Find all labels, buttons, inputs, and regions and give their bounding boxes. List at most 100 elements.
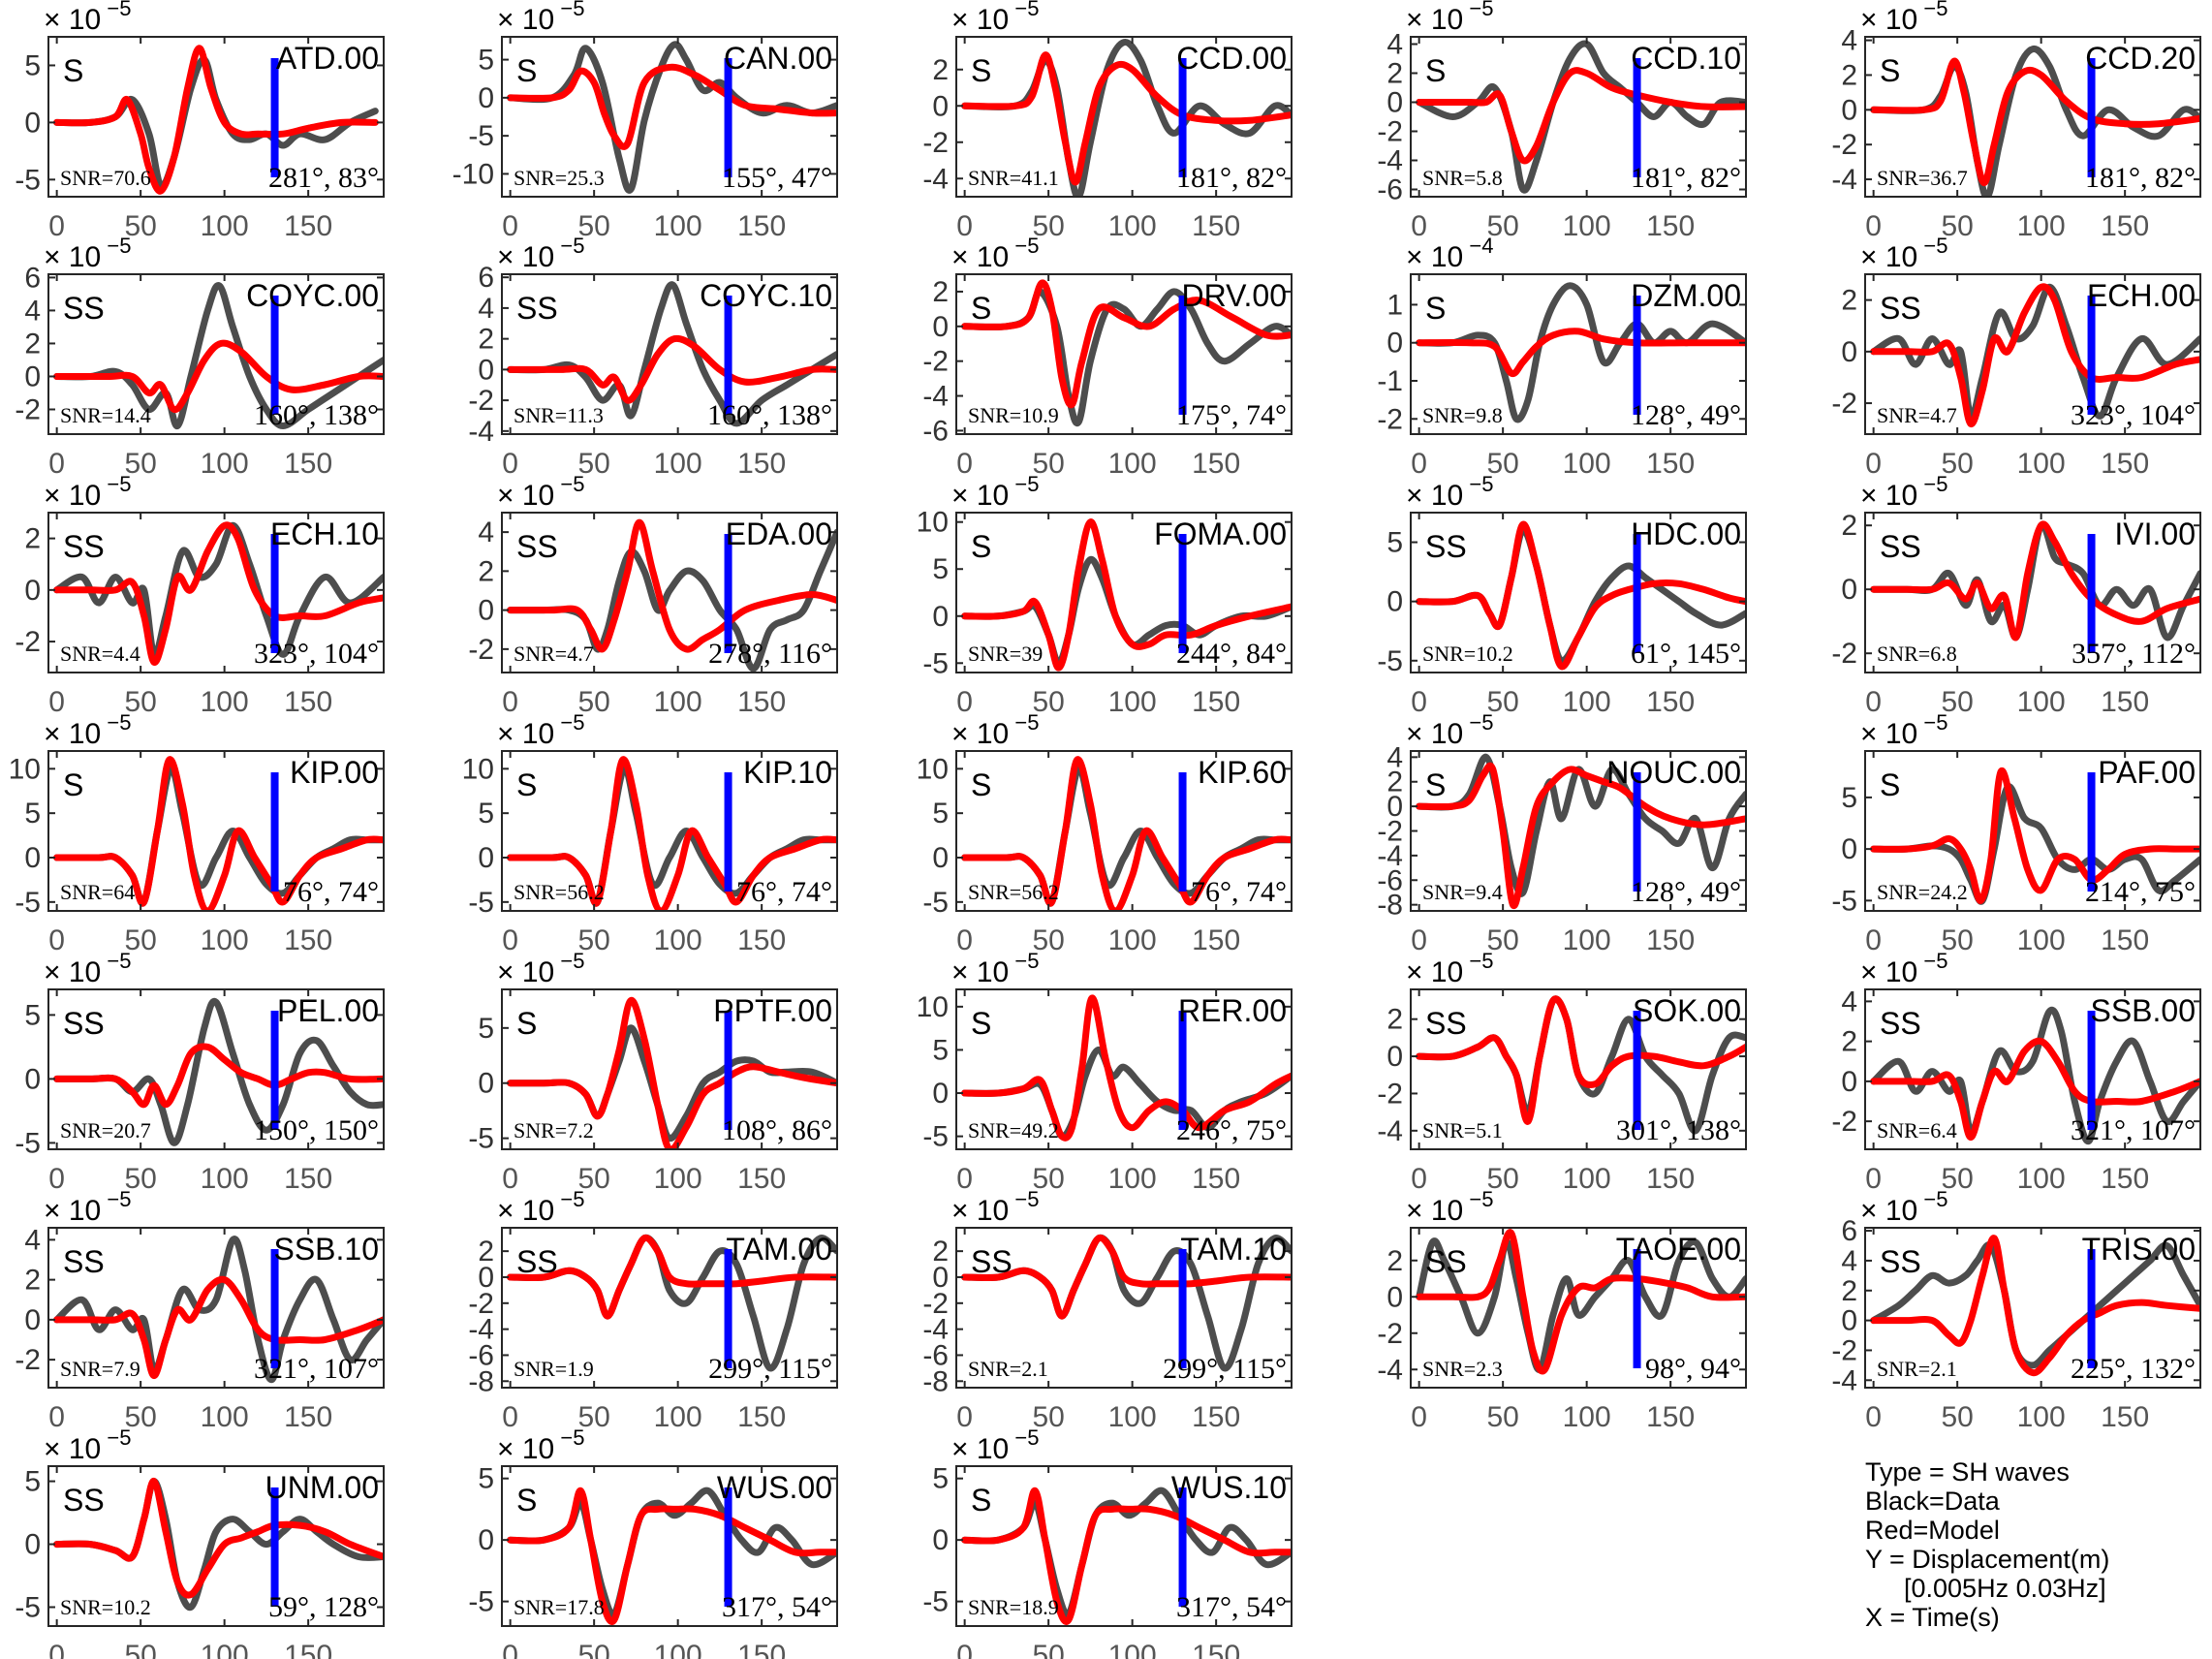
model-trace xyxy=(1870,1037,2200,1142)
y-exponent-power: −5 xyxy=(101,710,131,735)
y-exponent-power: −5 xyxy=(554,0,584,20)
x-tick-label: 50 xyxy=(1032,1401,1064,1433)
model-trace xyxy=(1870,520,2200,642)
y-tick-label: -8 xyxy=(468,1365,494,1397)
y-tick-label: 5 xyxy=(1841,782,1857,814)
x-tick-label: 150 xyxy=(1192,1401,1240,1433)
x-tick-label: 50 xyxy=(1032,924,1064,956)
y-tick-label: -5 xyxy=(922,647,949,679)
angles-label: 128°, 49° xyxy=(1631,876,1741,908)
station-label: KIP.10 xyxy=(743,755,832,790)
snr-label: SNR=24.2 xyxy=(1877,880,1968,904)
angles-label: 181°, 82° xyxy=(1176,162,1287,194)
y-tick-label: 0 xyxy=(478,842,494,874)
y-tick-label: 0 xyxy=(1841,833,1857,865)
y-tick-label: 10 xyxy=(9,753,41,785)
y-tick-label: 2 xyxy=(932,54,949,86)
y-tick-label: 2 xyxy=(1841,285,1857,317)
phase-label: S xyxy=(971,529,991,564)
station-label: PAF.00 xyxy=(2098,755,2196,790)
axes-frame xyxy=(955,36,1293,198)
y-tick-label: 5 xyxy=(932,1463,949,1495)
y-tick-label: 0 xyxy=(24,107,41,139)
y-tick-label: 2 xyxy=(24,1265,41,1297)
y-exponent-power: −5 xyxy=(1917,472,1947,496)
model-trace xyxy=(507,518,837,653)
x-tick-label: 50 xyxy=(124,1640,156,1659)
x-tick-label: 150 xyxy=(1646,686,1695,718)
x-tick-label: 100 xyxy=(201,448,249,480)
y-exponent-power: −5 xyxy=(1009,710,1039,735)
y-tick-label: -5 xyxy=(15,164,41,196)
y-tick-label: 2 xyxy=(1841,1275,1857,1307)
station-label: ECH.00 xyxy=(2087,278,2196,313)
y-tick-label: -4 xyxy=(1377,1115,1403,1147)
snr-label: SNR=2.1 xyxy=(968,1357,1048,1381)
phase-label: SS xyxy=(516,529,558,564)
x-tick-label: 100 xyxy=(2017,686,2066,718)
y-tick-label: -1 xyxy=(1377,365,1403,397)
model-trace xyxy=(53,756,384,911)
station-label: EDA.00 xyxy=(726,516,832,551)
axes-frame xyxy=(955,988,1293,1150)
x-tick-label: 150 xyxy=(2101,210,2149,242)
y-tick-label: -5 xyxy=(15,887,41,919)
x-tick-label: 100 xyxy=(1563,1163,1611,1195)
x-tick-label: 50 xyxy=(577,210,609,242)
x-tick-label: 100 xyxy=(2017,448,2066,480)
legend-line: Red=Model xyxy=(1865,1516,2000,1545)
model-trace xyxy=(507,1234,837,1320)
y-tick-label: 0 xyxy=(478,1524,494,1556)
y-exponent-power: −5 xyxy=(101,234,131,258)
x-tick-label: 0 xyxy=(48,1640,65,1659)
y-tick-label: 0 xyxy=(1841,1066,1857,1098)
y-tick-label: 0 xyxy=(478,354,494,386)
y-tick-label: 0 xyxy=(478,82,494,114)
axes-frame xyxy=(1864,36,2201,198)
x-tick-label: 50 xyxy=(577,1640,609,1659)
phase-label: SS xyxy=(1880,529,1921,564)
station-label: DRV.00 xyxy=(1181,278,1287,313)
x-tick-label: 150 xyxy=(2101,686,2149,718)
y-tick-label: -6 xyxy=(1377,864,1403,896)
y-tick-label: 2 xyxy=(1841,1026,1857,1058)
angles-label: 317°, 54° xyxy=(722,1591,832,1623)
y-exponent-power: −5 xyxy=(101,1425,131,1450)
station-label: WUS.10 xyxy=(1171,1470,1287,1505)
angles-label: 181°, 82° xyxy=(1631,162,1741,194)
snr-label: SNR=49.2 xyxy=(968,1118,1059,1143)
data-trace xyxy=(1870,1240,2200,1369)
y-tick-label: -2 xyxy=(1377,1078,1403,1110)
phase-label: S xyxy=(971,1006,991,1041)
snr-label: SNR=2.3 xyxy=(1422,1357,1503,1381)
y-tick-label: -5 xyxy=(468,1123,494,1155)
x-tick-label: 0 xyxy=(1411,448,1427,480)
y-tick-label: 5 xyxy=(932,553,949,585)
y-exponent-power: −5 xyxy=(1463,1187,1493,1211)
y-tick-label: -4 xyxy=(1377,1354,1403,1386)
data-trace xyxy=(1416,40,1746,194)
model-trace xyxy=(961,51,1292,186)
axes-frame xyxy=(955,750,1293,912)
x-tick-label: 0 xyxy=(502,210,518,242)
y-tick-label: 0 xyxy=(24,360,41,392)
angles-label: 59°, 128° xyxy=(268,1591,379,1623)
model-trace xyxy=(1416,995,1746,1125)
y-tick-label: -5 xyxy=(468,120,494,152)
station-label: PPTF.00 xyxy=(713,993,832,1028)
data-trace xyxy=(53,282,384,430)
y-exponent-power: −5 xyxy=(1463,0,1493,20)
snr-label: SNR=17.8 xyxy=(514,1595,605,1619)
x-tick-label: 150 xyxy=(284,1640,332,1659)
y-tick-label: -4 xyxy=(1377,840,1403,872)
angles-label: 357°, 112° xyxy=(2072,638,2196,670)
y-tick-label: -2 xyxy=(922,1288,949,1320)
phase-label: S xyxy=(1880,53,1900,88)
y-tick-label: 0 xyxy=(932,601,949,633)
x-tick-label: 50 xyxy=(577,686,609,718)
angles-label: 181°, 82° xyxy=(2085,162,2196,194)
model-trace xyxy=(1870,1235,2200,1377)
